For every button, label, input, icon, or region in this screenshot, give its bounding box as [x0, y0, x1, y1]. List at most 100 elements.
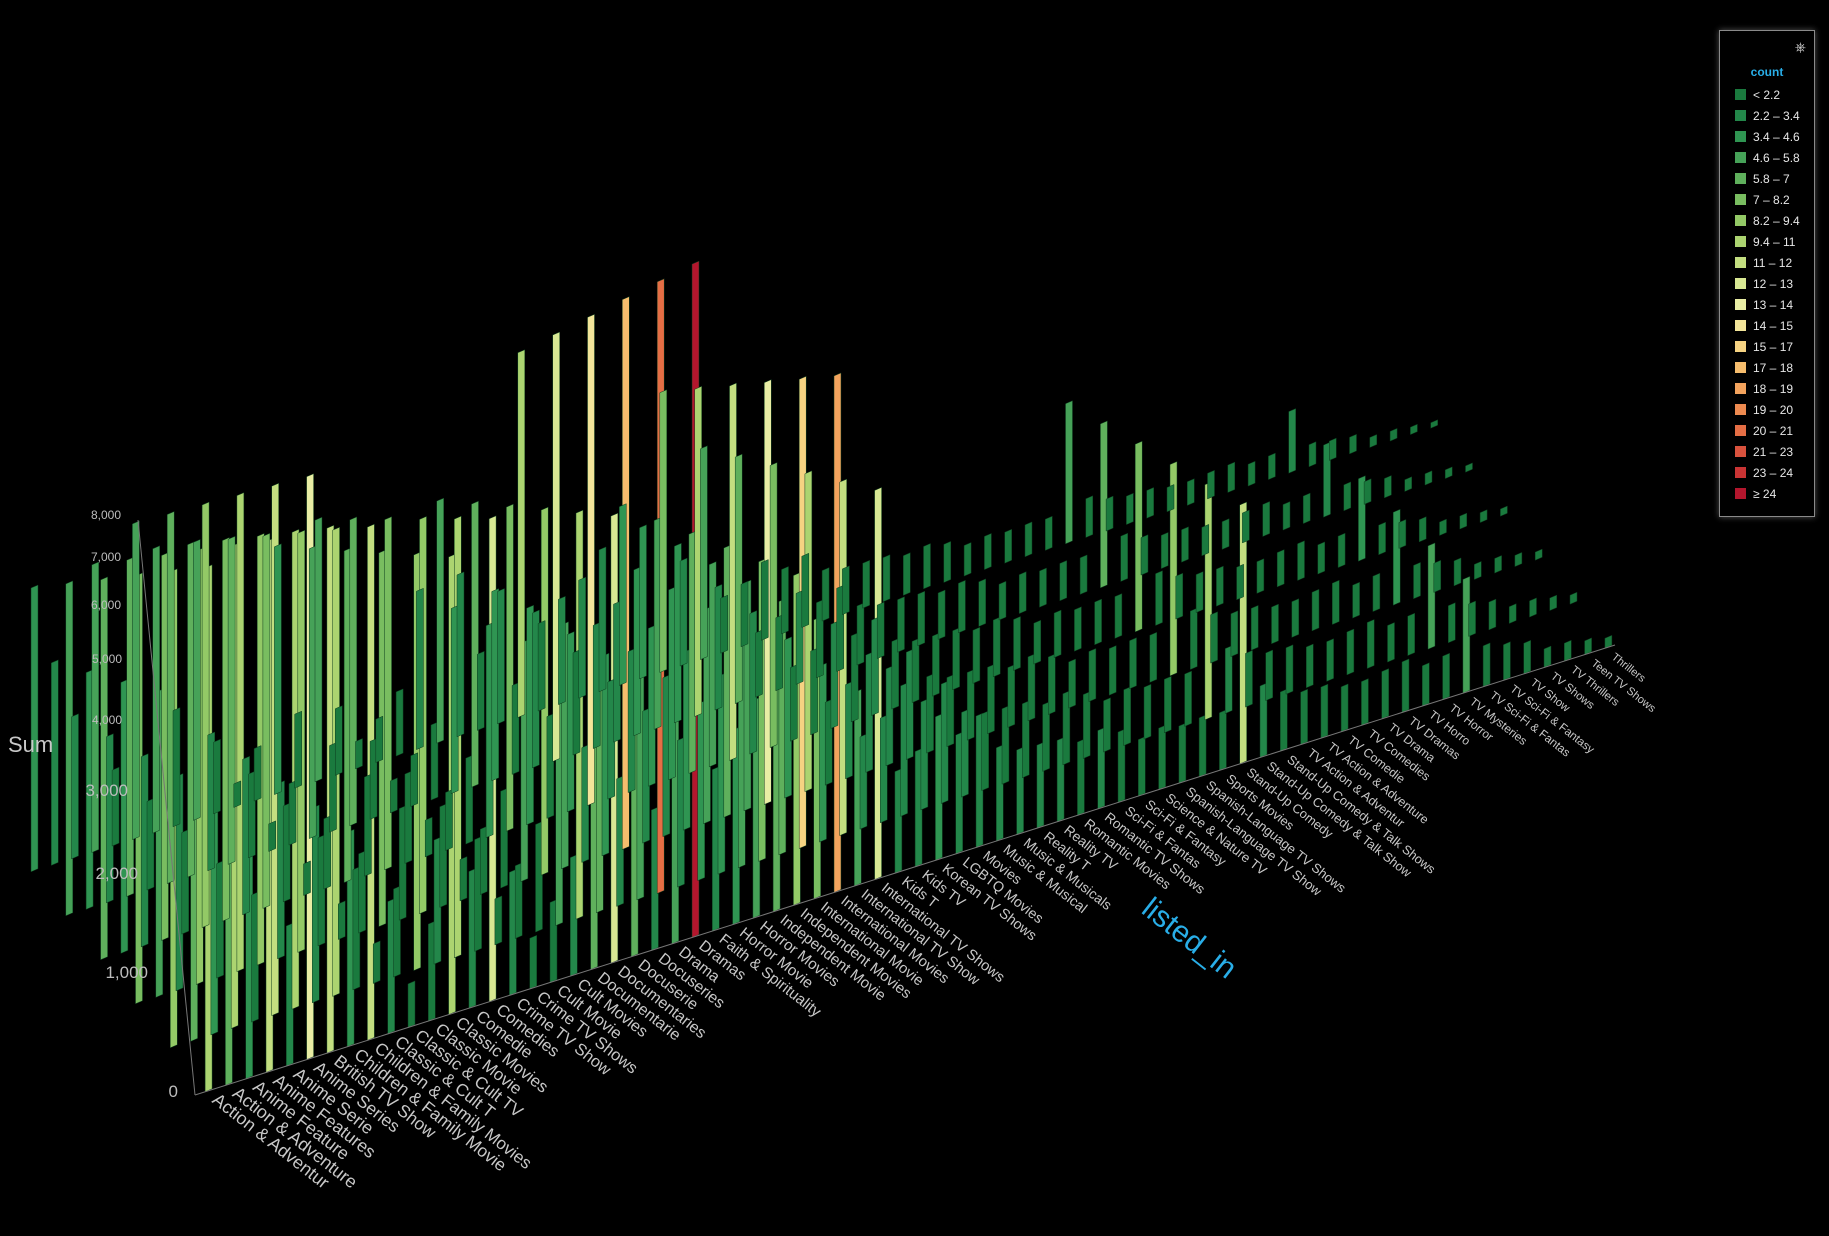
- legend-item[interactable]: 9.4 – 11: [1735, 231, 1800, 252]
- bar-43-slab-2: [1007, 664, 1016, 728]
- bar-68-slab-4: [1444, 466, 1453, 479]
- bar-61-slab-3: [1337, 532, 1346, 568]
- bar-33-slab-5: [700, 445, 708, 660]
- bar-52-slab-3: [1155, 570, 1163, 626]
- bar-54-slab-1: [1265, 649, 1273, 701]
- bar-66-slab-2: [1474, 561, 1482, 580]
- bar-56-slab-5: [1166, 484, 1175, 513]
- legend-item[interactable]: 20 – 21: [1735, 420, 1800, 441]
- bar-49-slab-4: [1059, 560, 1068, 602]
- legend-item[interactable]: 7 – 8.2: [1735, 189, 1800, 210]
- bar-49-slab-3: [1094, 598, 1102, 646]
- bar-20-slab-5: [436, 497, 444, 744]
- bar-64-slab-0: [1503, 641, 1511, 681]
- legend-swatch: [1735, 488, 1746, 499]
- legend-item[interactable]: 13 – 14: [1735, 294, 1800, 315]
- legend-item[interactable]: 17 – 18: [1735, 357, 1800, 378]
- bar-59-slab-5: [1227, 461, 1236, 493]
- bar-59-slab-3: [1297, 540, 1305, 581]
- bar-2-slab-4: [106, 733, 114, 904]
- bar-33-slab-4: [734, 453, 743, 704]
- legend-item[interactable]: 2.2 – 3.4: [1735, 105, 1800, 126]
- pin-icon[interactable]: ⎈: [1794, 39, 1806, 55]
- bar-50-slab-2: [1149, 631, 1158, 683]
- legend-item[interactable]: 5.8 – 7: [1735, 168, 1800, 189]
- bar-67-slab-5: [1389, 428, 1398, 442]
- bar-54-slab-0: [1300, 688, 1308, 745]
- legend-item[interactable]: 11 – 12: [1735, 252, 1800, 273]
- bar-50-slab-3: [1114, 593, 1123, 639]
- legend-item[interactable]: 23 – 24: [1735, 462, 1800, 483]
- legend-item[interactable]: ≥ 24: [1735, 483, 1800, 504]
- legend-swatch: [1735, 257, 1746, 268]
- legend-item[interactable]: 14 – 15: [1735, 315, 1800, 336]
- bar-48-slab-3: [1074, 606, 1082, 652]
- legend-label: 21 – 23: [1753, 444, 1794, 459]
- bar-17-slab-5: [375, 715, 384, 763]
- bar-47-slab-5: [984, 533, 992, 570]
- y-tick-label: 1,000: [105, 963, 148, 982]
- bar-51-slab-5: [1065, 400, 1073, 545]
- y-tick-label: 7,000: [91, 550, 121, 564]
- bar-66-slab-5: [1369, 434, 1378, 448]
- legend-swatch: [1735, 446, 1746, 457]
- bar-42-slab-4: [917, 590, 926, 647]
- bar-47-slab-0: [1158, 724, 1166, 790]
- legend-item[interactable]: 8.2 – 9.4: [1735, 210, 1800, 231]
- bar-20-slab-3: [506, 503, 514, 832]
- legend-label: 11 – 12: [1753, 255, 1793, 270]
- legend-item[interactable]: 18 – 19: [1735, 378, 1800, 399]
- bar-55-slab-3: [1216, 565, 1224, 607]
- legend-swatch: [1735, 341, 1746, 352]
- bar-7-slab-2: [277, 780, 285, 960]
- bar-63-slab-3: [1378, 521, 1386, 556]
- bar-61-slab-5: [1268, 452, 1276, 480]
- bar-10-slab-5: [233, 780, 242, 808]
- bar-12-slab-5: [274, 543, 282, 795]
- bar-21-slab-4: [491, 588, 500, 782]
- y-tick-label: 3,000: [85, 781, 128, 800]
- bar-0-slab-5: [30, 584, 39, 873]
- bar-32-slab-3: [749, 610, 758, 755]
- legend-label: ≥ 24: [1753, 486, 1777, 501]
- x-axis-title: listed_in: [1136, 892, 1243, 986]
- bar-21-slab-5: [456, 571, 465, 738]
- bar-67-slab-1: [1529, 597, 1537, 618]
- bar-49-slab-1: [1164, 675, 1172, 734]
- legend-label: 18 – 19: [1753, 381, 1794, 396]
- legend-item[interactable]: 19 – 20: [1735, 399, 1800, 420]
- bar-57-slab-3: [1256, 558, 1265, 594]
- legend-item[interactable]: < 2.2: [1735, 84, 1800, 105]
- legend-label: 8.2 – 9.4: [1753, 213, 1800, 228]
- legend-item[interactable]: 15 – 17: [1735, 336, 1800, 357]
- bar-44-slab-5: [923, 543, 931, 590]
- legend-item[interactable]: 21 – 23: [1735, 441, 1800, 462]
- y-tick-labels: 0 1,000 2,000 3,000 4,000 5,000 6,000 7,000 8,00…: [85, 508, 178, 1101]
- bar-56-slab-0: [1340, 683, 1349, 733]
- bar-31-slab-4: [694, 385, 702, 717]
- bar-2-slab-3: [140, 753, 149, 948]
- bar-58-slab-0: [1381, 668, 1389, 720]
- y-tick-label: 2,000: [95, 864, 138, 883]
- bar-18-slab-5: [395, 688, 404, 757]
- bar-68-slab-0: [1584, 637, 1592, 655]
- legend-item[interactable]: 3.4 – 4.6: [1735, 126, 1800, 147]
- y-tick-label: 4,000: [92, 713, 122, 727]
- bar-51-slab-4: [1100, 420, 1108, 589]
- bar-64-slab-1: [1468, 600, 1476, 637]
- bar-32-slab-1: [819, 662, 827, 843]
- bar-7-slab-3: [242, 755, 250, 916]
- bar-7-slab-1: [312, 804, 320, 1004]
- legend-item[interactable]: 4.6 – 5.8: [1735, 147, 1800, 168]
- bar-53-slab-4: [1140, 534, 1149, 576]
- bar-59-slab-1: [1366, 619, 1375, 669]
- bar-22-slab-5: [477, 650, 485, 731]
- legend-item[interactable]: 12 – 13: [1735, 273, 1800, 294]
- bar-24-slab-5: [517, 349, 526, 718]
- legend-swatch: [1735, 404, 1746, 415]
- bar-24-slab-4: [552, 331, 560, 762]
- bar-60-slab-0: [1422, 662, 1430, 707]
- legend-swatch: [1735, 110, 1746, 121]
- legend-label: 2.2 – 3.4: [1753, 108, 1800, 123]
